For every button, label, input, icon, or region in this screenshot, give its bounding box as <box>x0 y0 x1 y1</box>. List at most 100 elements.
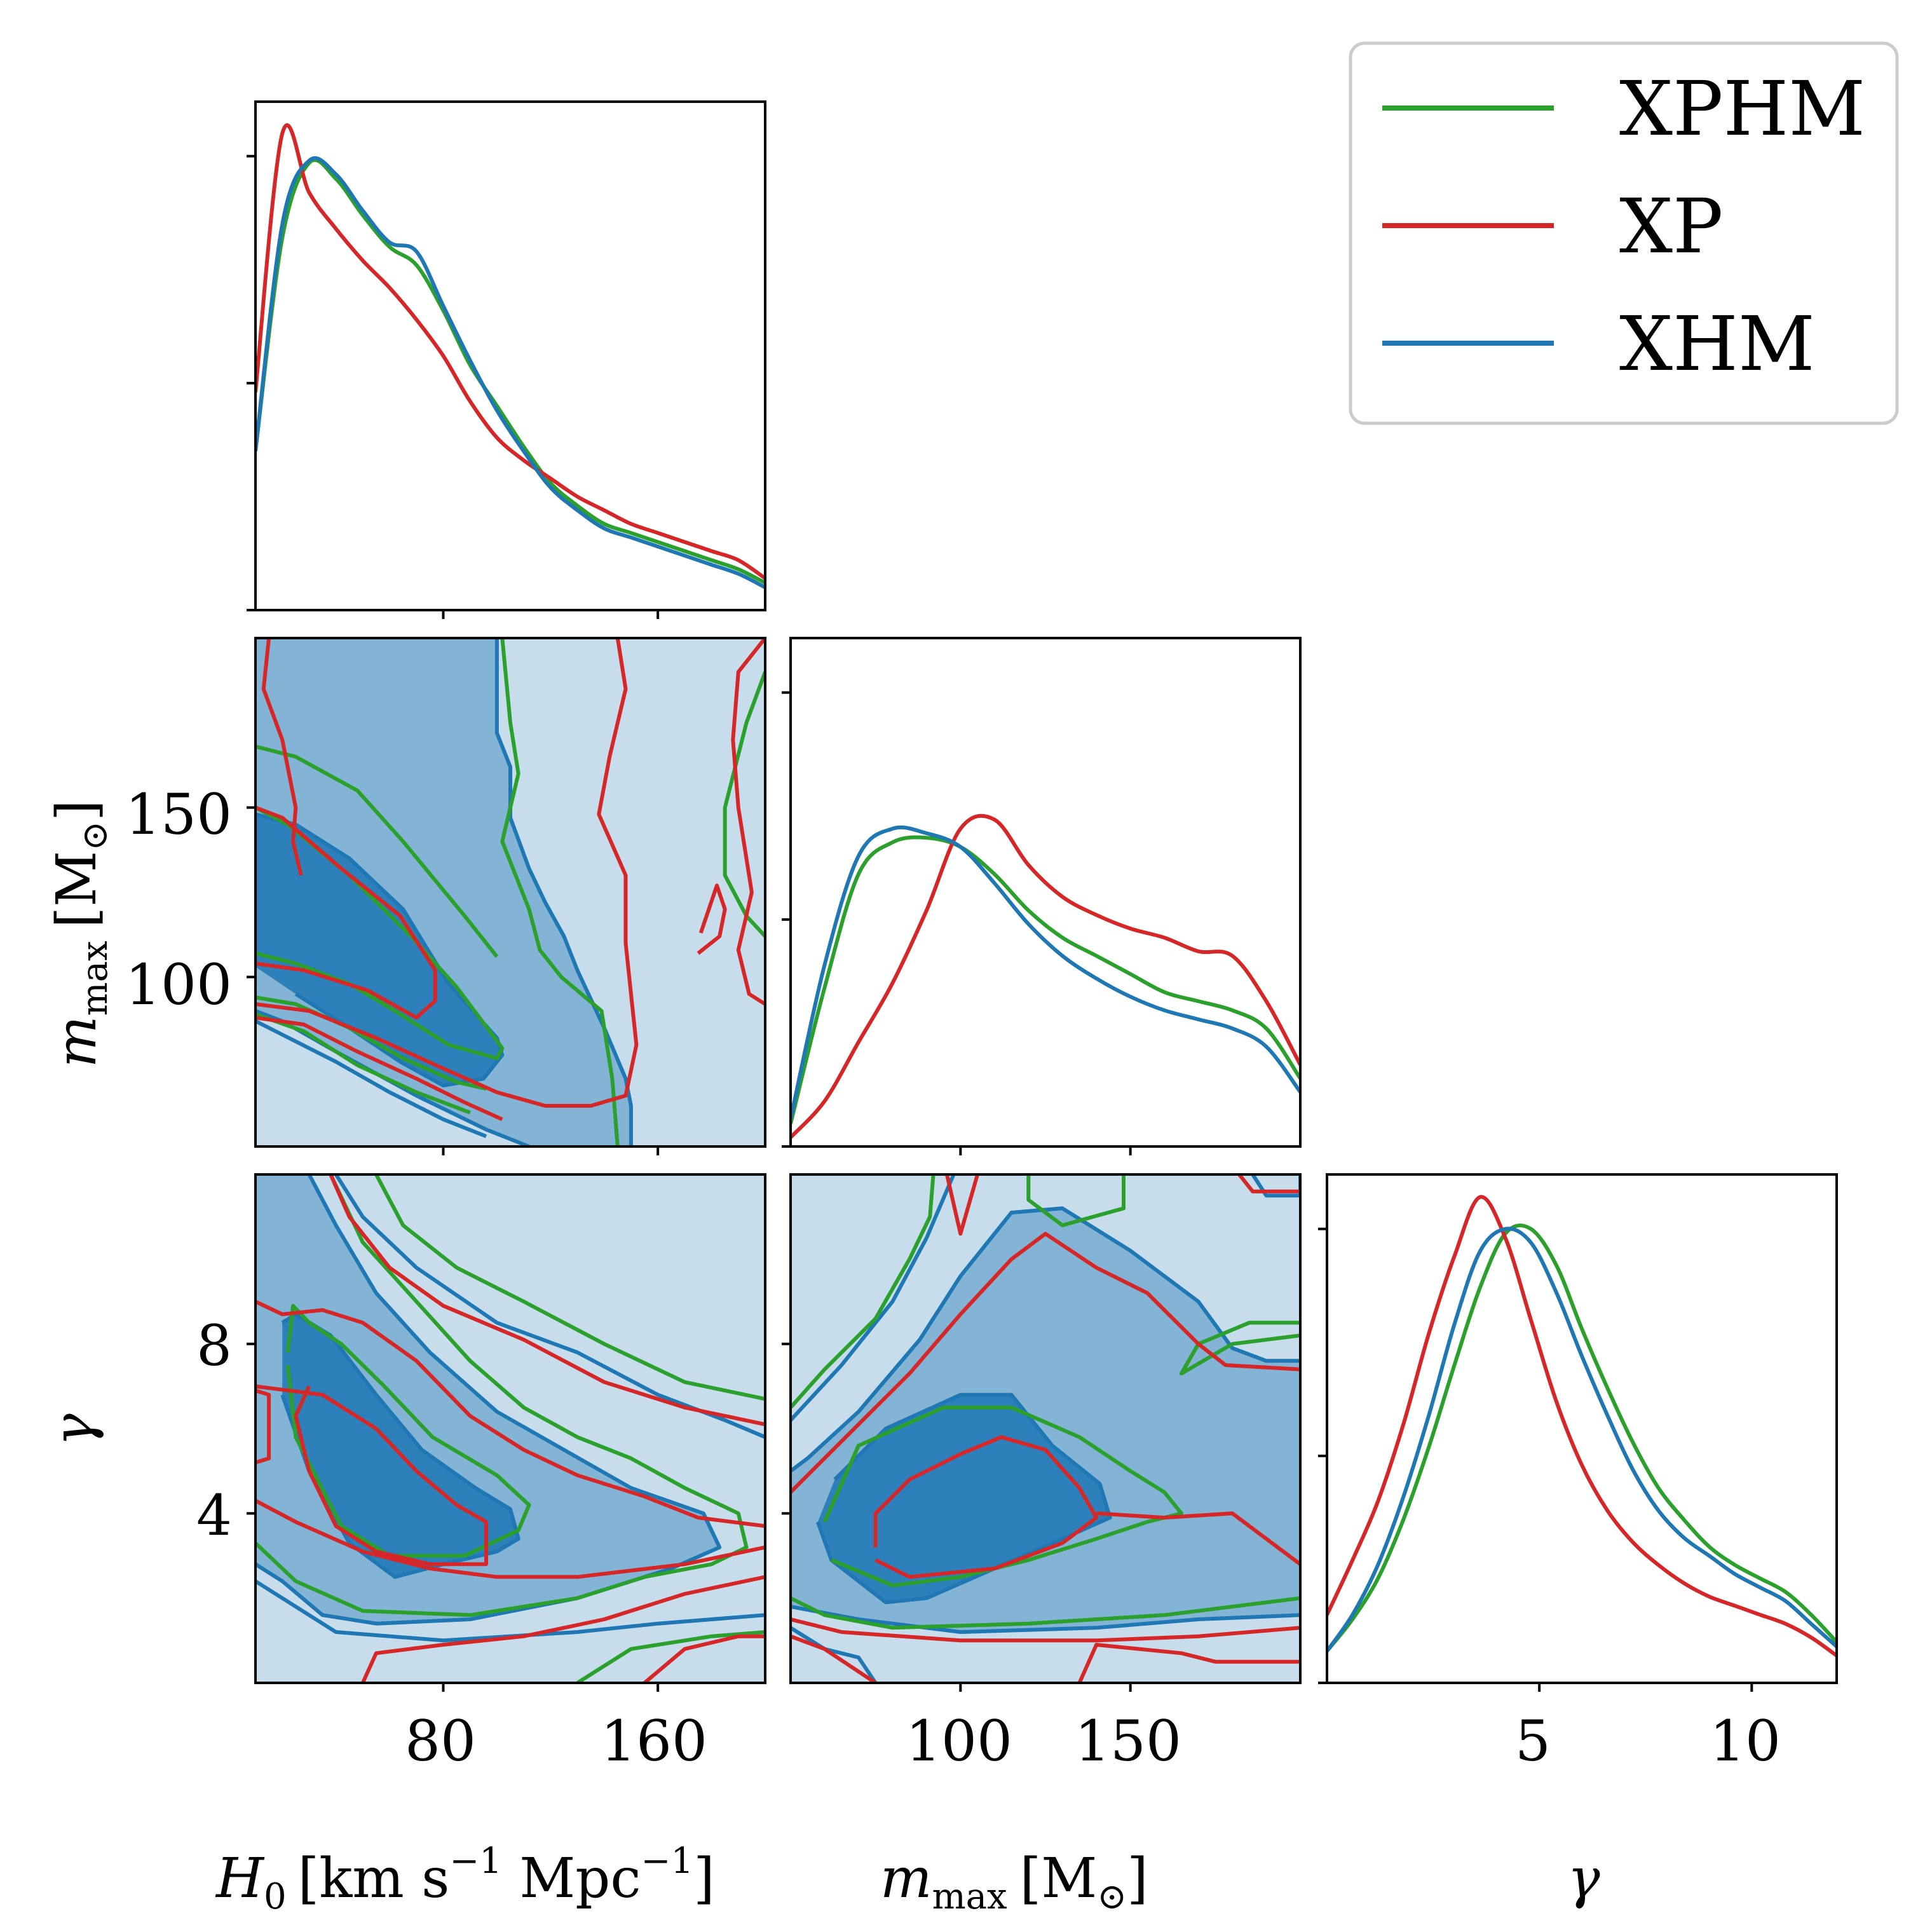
contour-fill-h0-mmax-2 <box>255 814 503 1085</box>
marginal-h0-frame <box>254 100 766 611</box>
contour-line-h0-gamma-xphm-5 <box>255 1174 749 1617</box>
marginal-gamma-frame <box>1326 1173 1838 1684</box>
contours-h0-mmax <box>255 638 765 1146</box>
legend-frame <box>1349 41 1899 425</box>
contour-line-h0-gamma-xp-8 <box>255 1384 488 1567</box>
x-tick-label-h0-80: 80 <box>405 1708 476 1774</box>
contour-line-h0-gamma-xp-9 <box>255 1300 765 1528</box>
joint-panel-h0-gamma <box>247 1173 766 1692</box>
x-axis-label-h0-sub: 0 <box>264 1876 287 1917</box>
contour-line-h0-gamma-xp-13 <box>255 1389 271 1465</box>
marginal-line-h0-xp <box>255 123 765 580</box>
x-axis-label-h0-sup2: −1 <box>641 1840 694 1882</box>
contour-line-mmax-gamma-xhm-2 <box>791 1605 1300 1634</box>
contour-line-mmax-gamma-xphm-7 <box>791 1174 935 1409</box>
contour-line-mmax-gamma-xp-13 <box>791 1617 1300 1643</box>
legend: XPHM XP XHM <box>1349 41 1899 425</box>
y-tick-label-mmax-100: 100 <box>125 952 232 1017</box>
contour-line-mmax-gamma-xhm-4 <box>791 1626 878 1683</box>
x-tick-label-mmax-150: 150 <box>1075 1708 1181 1774</box>
contour-line-mmax-gamma-xp-18 <box>1077 1643 1300 1683</box>
marginal-curves-gamma <box>1327 1195 1837 1657</box>
x-axis-label-gamma: γ <box>1567 1847 1600 1910</box>
marginal-curves-h0 <box>255 123 765 589</box>
contour-line-h0-gamma-xp-14 <box>643 1634 765 1683</box>
y-axis-label-mmax: mmax [M⊙] <box>45 799 116 1068</box>
x-axis-label-h0-close: ] <box>693 1847 715 1910</box>
contour-line-h0-mmax-xphm-8 <box>255 744 499 958</box>
legend-label-xp: XP <box>1619 182 1723 270</box>
contour-line-h0-gamma-xhm-3 <box>334 1174 765 1439</box>
contour-line-h0-mmax-xp-14 <box>731 638 765 1006</box>
contour-line-h0-gamma-xphm-7 <box>576 1630 765 1683</box>
contour-line-h0-gamma-xhm-1 <box>255 1174 722 1626</box>
contour-line-h0-mmax-xp-10 <box>255 805 437 1020</box>
marginal-line-h0-xhm <box>255 156 765 589</box>
y-axis-label-mmax-unit: [M <box>45 851 109 929</box>
y-tick-label-gamma-4: 4 <box>196 1483 232 1548</box>
x-axis-label-mmax: mmax [M⊙] <box>880 1847 1148 1917</box>
joint-panel-h0-mmax <box>247 637 766 1155</box>
marginal-panel-mmax <box>782 637 1302 1155</box>
y-axis-label-mmax-sub: max <box>74 941 116 1016</box>
legend-label-xphm: XPHM <box>1619 65 1865 153</box>
y-axis-label-mmax-close: ] <box>45 799 109 821</box>
contour-line-h0-mmax-xhm-3 <box>255 1019 487 1138</box>
x-axis-label-mmax-sub: max <box>932 1876 1007 1917</box>
contour-line-mmax-gamma-xp-16 <box>944 1174 979 1236</box>
y-tick-label-gamma-8: 8 <box>196 1313 232 1378</box>
x-axis-label-h0-sup1: −1 <box>449 1840 502 1882</box>
y-tick-label-mmax-150: 150 <box>125 782 232 847</box>
contour-line-mmax-gamma-xphm-9 <box>1026 1174 1126 1227</box>
x-tick-label-gamma-10: 10 <box>1710 1708 1781 1774</box>
contours-mmax-gamma <box>791 1174 1300 1683</box>
contour-line-h0-gamma-xp-12 <box>329 1174 765 1427</box>
contour-line-h0-mmax-xp-13 <box>255 1016 503 1122</box>
marginal-line-mmax-xp <box>791 813 1300 1139</box>
x-axis-label-mmax-usub: ⊙ <box>1097 1876 1127 1917</box>
contour-line-h0-mmax-xp-11 <box>261 638 303 876</box>
contour-line-mmax-gamma-xphm-6 <box>822 1405 1183 1588</box>
legend-label-xhm: XHM <box>1619 300 1815 388</box>
contour-line-mmax-gamma-xp-11 <box>873 1435 1099 1579</box>
marginal-curves-mmax <box>791 813 1300 1139</box>
x-axis-label-h0-unit2: Mpc <box>502 1847 641 1910</box>
joint-mmax-gamma-frame <box>789 1173 1302 1684</box>
joint-h0-mmax-frame <box>254 637 766 1148</box>
contour-line-mmax-gamma-xhm-1 <box>791 1206 1300 1473</box>
y-axis-label-mmax-symbol: m <box>45 1016 109 1068</box>
contour-line-mmax-gamma-xp-12 <box>791 1232 1300 1494</box>
contours-h0-gamma <box>255 1174 765 1683</box>
contour-line-mmax-gamma-xp-15 <box>1096 1511 1300 1566</box>
joint-panel-mmax-gamma <box>782 1173 1302 1692</box>
x-axis-label-mmax-symbol: m <box>880 1847 932 1910</box>
marginal-panel-h0 <box>247 100 766 619</box>
x-axis-label-h0-unit: [km s <box>298 1847 450 1910</box>
marginal-line-mmax-xphm <box>791 835 1300 1125</box>
contour-line-mmax-gamma-xphm-10 <box>1179 1321 1300 1376</box>
contour-line-h0-gamma-xphm-6 <box>374 1174 765 1401</box>
marginal-mmax-frame <box>789 637 1302 1148</box>
contour-line-h0-mmax-xphm-9 <box>723 671 765 938</box>
contour-line-h0-gamma-xphm-4 <box>285 1303 531 1558</box>
contour-line-mmax-gamma-xphm-8 <box>791 1596 1300 1630</box>
y-axis-label-mmax-usub: ⊙ <box>74 821 116 851</box>
x-tick-label-mmax-100: 100 <box>906 1708 1012 1774</box>
contour-line-h0-mmax-xp-12 <box>255 638 639 1108</box>
contour-line-h0-gamma-xp-11 <box>361 1575 765 1683</box>
marginal-line-gamma-xp <box>1327 1195 1837 1657</box>
x-axis-label-h0: H0 [km s−1 Mpc−1] <box>215 1840 715 1917</box>
y-axis-label-gamma: γ <box>42 1413 105 1446</box>
contour-line-mmax-gamma-xhm-3 <box>791 1174 956 1422</box>
contour-line-h0-mmax-xphm-6 <box>500 638 620 1146</box>
contour-line-mmax-gamma-xp-14 <box>791 1634 877 1683</box>
x-axis-label-mmax-close: ] <box>1127 1847 1148 1910</box>
marginal-panel-gamma <box>1318 1173 1838 1692</box>
contour-line-h0-mmax-xphm-7 <box>255 1012 471 1115</box>
x-tick-label-h0-160: 160 <box>601 1708 707 1774</box>
marginal-line-gamma-xhm <box>1327 1227 1837 1652</box>
contour-line-h0-mmax-xp-15 <box>697 883 727 955</box>
contour-fill-h0-gamma-2 <box>282 1314 519 1577</box>
marginal-line-gamma-xphm <box>1327 1223 1837 1652</box>
